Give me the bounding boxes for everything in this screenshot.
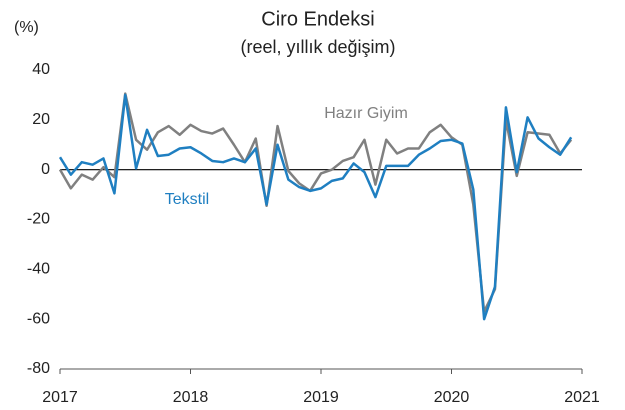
y-tick-label: 40 [32,61,50,78]
y-tick-label: -40 [27,261,50,278]
chart-title: Ciro Endeksi [261,8,374,30]
y-tick-label: 20 [32,111,50,128]
series-line [58,93,573,321]
series-label: Hazır Giyim [324,105,408,122]
x-tick-label: 2019 [303,389,339,406]
y-tick-label: -20 [27,211,50,228]
y-tick-label: -60 [27,310,50,327]
y-axis-label: (%) [14,19,39,36]
x-tick-label: 2018 [173,389,209,406]
x-tick-label: 2021 [564,389,600,406]
x-tick-label: 2020 [434,389,470,406]
series-label: Tekstil [165,191,209,208]
y-tick-label: 0 [41,161,50,178]
chart-subtitle: (reel, yıllık değişim) [240,37,395,57]
y-tick-label: -80 [27,360,50,377]
x-tick-label: 2017 [42,389,78,406]
series-line [58,92,573,313]
